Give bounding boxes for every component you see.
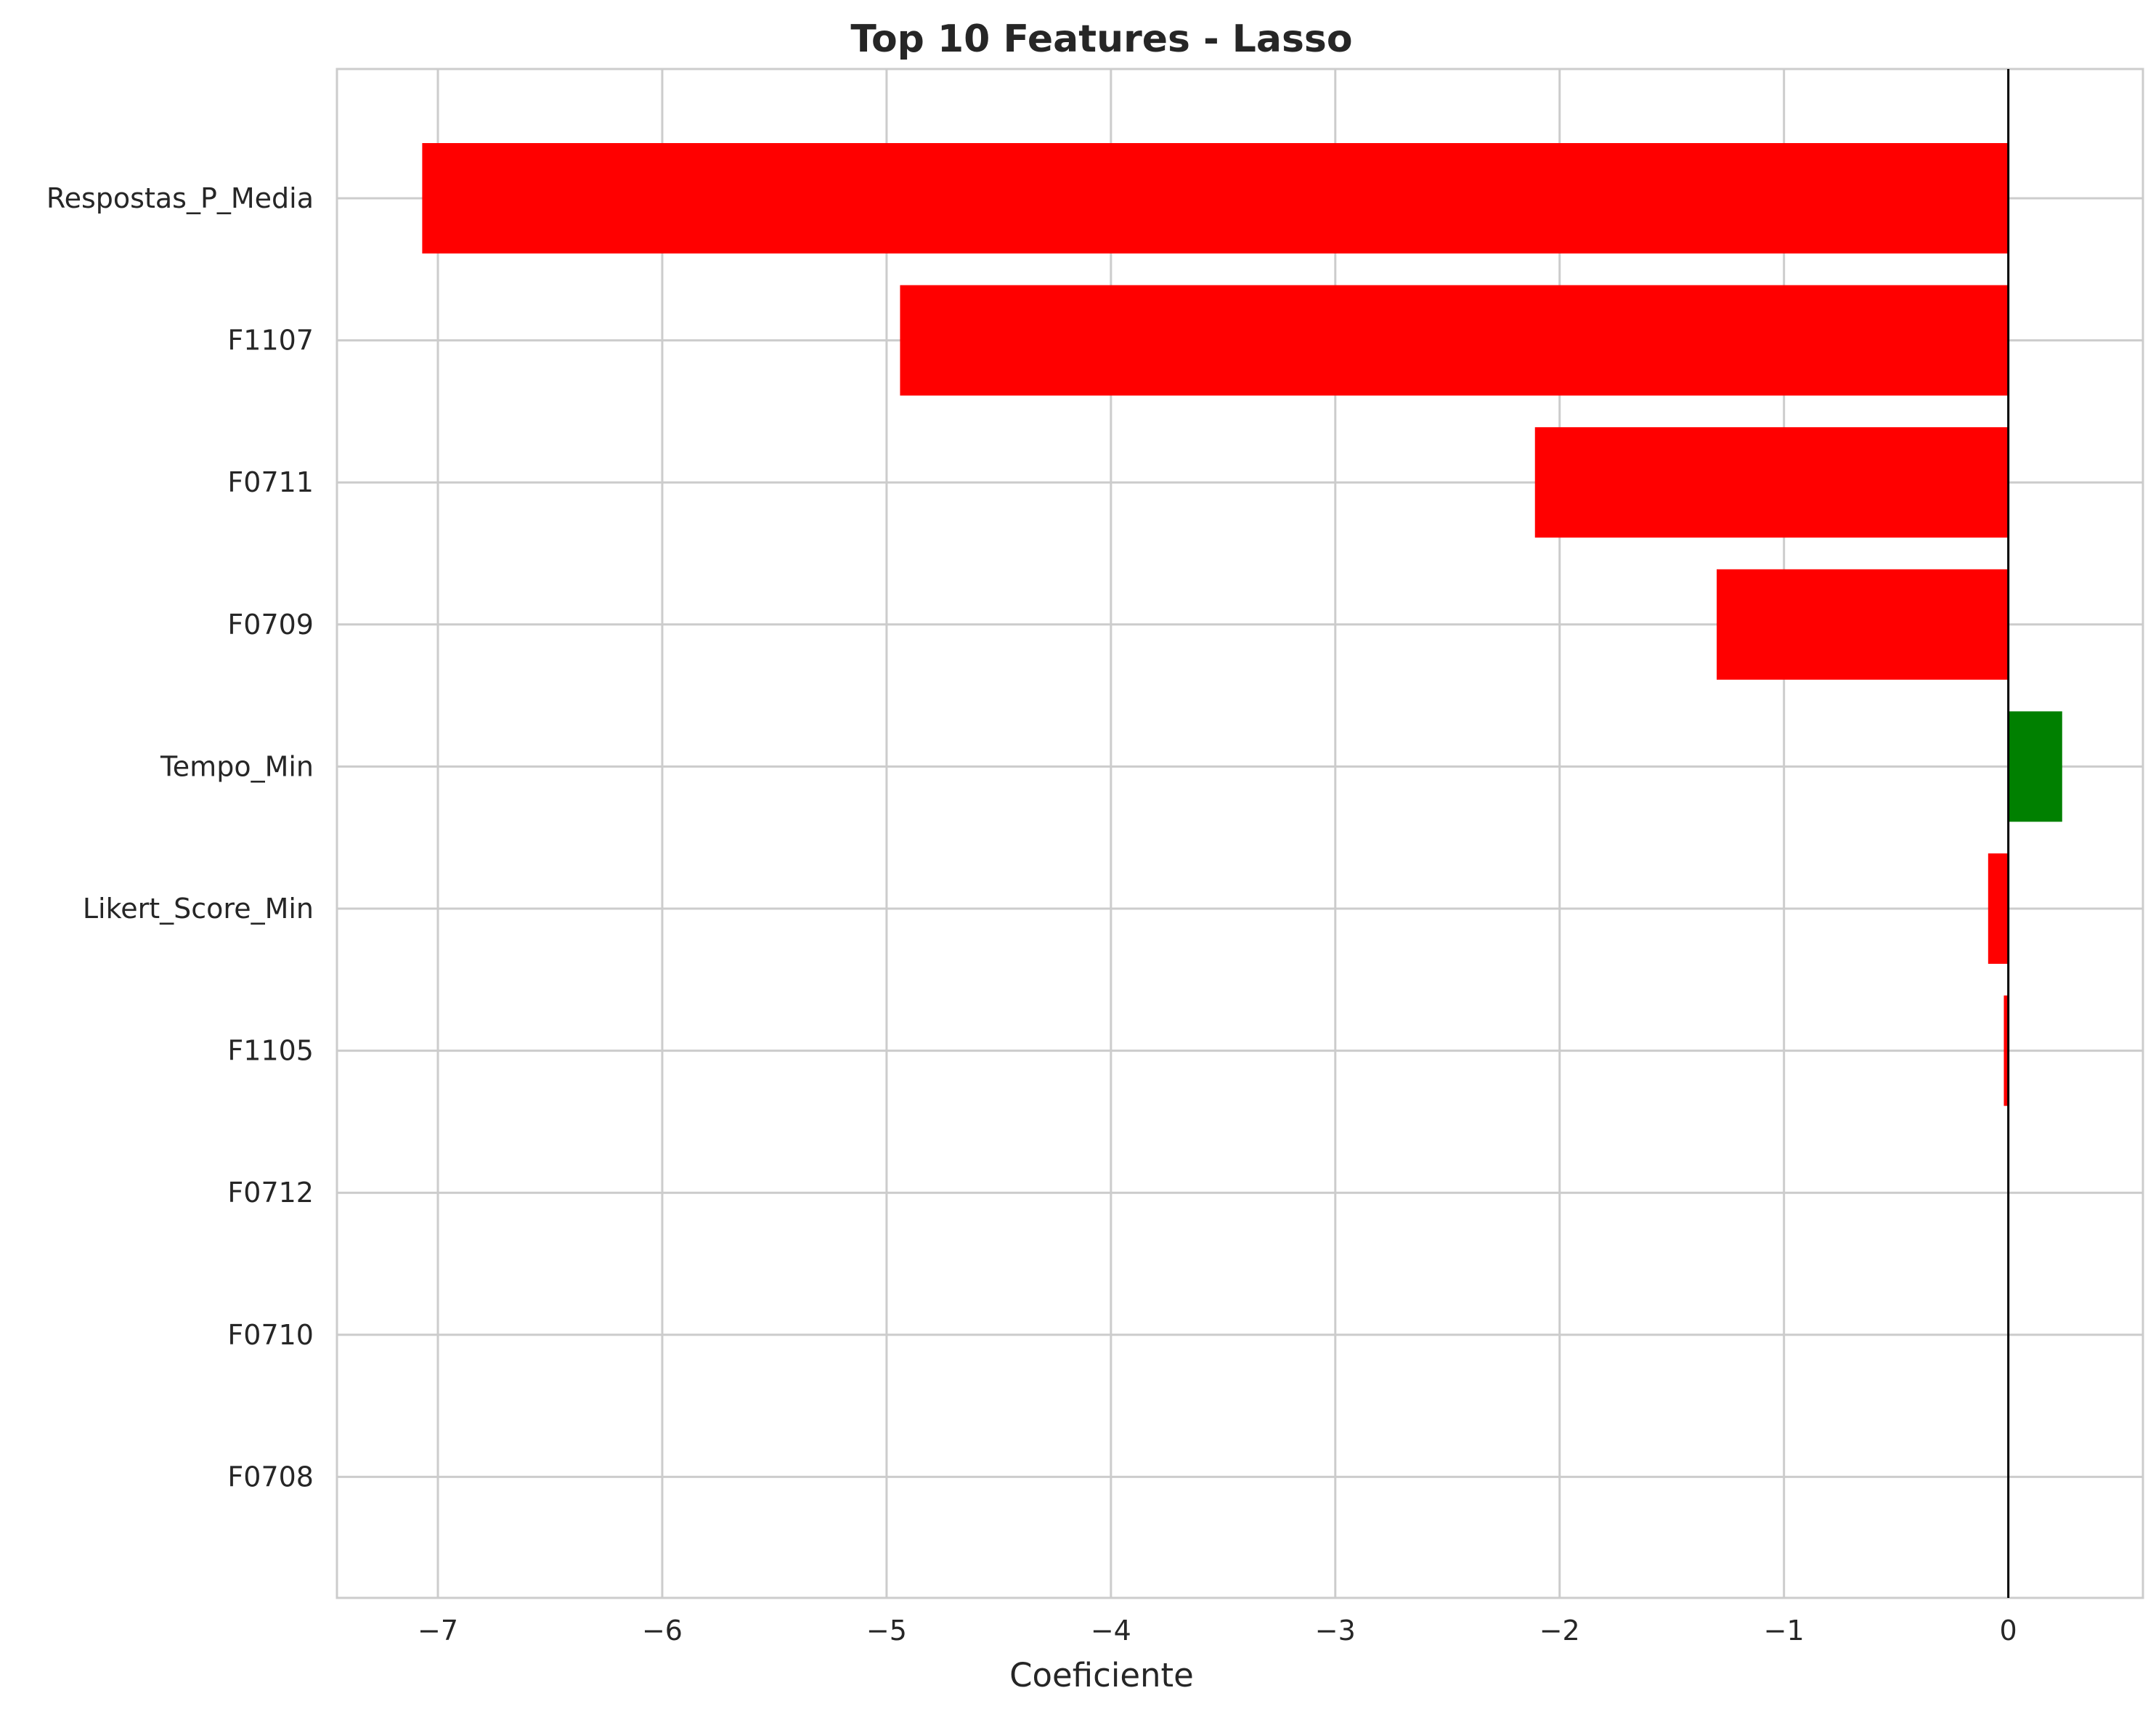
- y-tick-label: Likert_Score_Min: [83, 893, 314, 925]
- y-tick-label: F1107: [227, 325, 314, 357]
- x-tick-label: −3: [1315, 1615, 1356, 1647]
- bar-tempo-min: [2008, 711, 2062, 822]
- x-tick-label: −2: [1539, 1615, 1580, 1647]
- bar-f1107: [900, 285, 2009, 396]
- x-tick-label: −4: [1091, 1615, 1131, 1647]
- bar-likert-score-min: [1988, 853, 2009, 964]
- y-tick-label: F0711: [227, 466, 314, 498]
- x-tick-label: 0: [2000, 1615, 2017, 1647]
- bar-f0711: [1534, 427, 2009, 538]
- x-tick-label: −5: [866, 1615, 907, 1647]
- chart-title: Top 10 Features - Lasso: [850, 17, 1352, 61]
- y-tick-label: F0708: [227, 1461, 314, 1493]
- y-tick-label: Tempo_Min: [160, 750, 314, 782]
- bar-f0709: [1717, 569, 2009, 680]
- plot-frame: [335, 68, 2144, 1599]
- y-tick-label: F1105: [227, 1035, 314, 1067]
- y-tick-label: F0712: [227, 1177, 314, 1209]
- bar-f1105: [2004, 995, 2009, 1106]
- y-tick-label: F0709: [227, 609, 314, 641]
- x-tick-label: −7: [418, 1615, 458, 1647]
- y-tick-label: Respostas_P_Media: [46, 182, 314, 214]
- bar-respostas-p-media: [422, 143, 2009, 253]
- y-tick-label: F0710: [227, 1319, 314, 1351]
- plot-area: −7 −6 −5 −4 −3 −2 −1 0 Respostas_P_Media F1107 F07…: [46, 68, 2144, 1647]
- x-tick-label: −1: [1764, 1615, 1805, 1647]
- x-tick-label: −6: [642, 1615, 683, 1647]
- x-axis-label: Coeficiente: [1009, 1656, 1194, 1694]
